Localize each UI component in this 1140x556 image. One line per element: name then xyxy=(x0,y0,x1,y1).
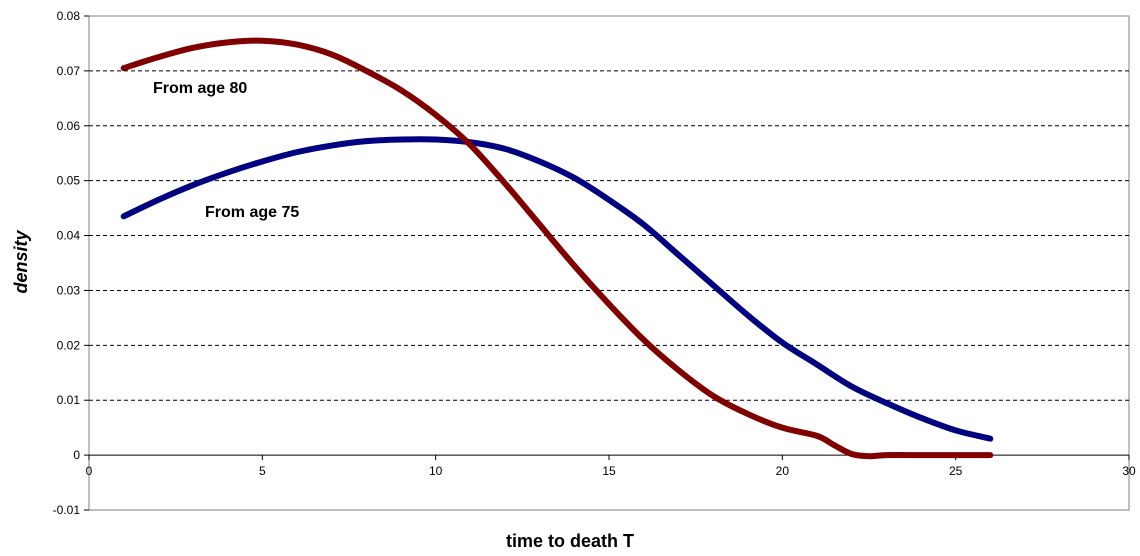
y-tick-label: 0.03 xyxy=(57,283,81,297)
y-tick-labels: -0.01 0 0.01 0.02 0.03 0.04 0.05 0.06 0.07 0.08 xyxy=(53,9,81,517)
x-tick-labels: 0 5 10 15 20 25 30 xyxy=(86,464,1136,478)
x-tick-label: 20 xyxy=(776,464,790,478)
series-label-age-80: From age 80 xyxy=(153,80,247,97)
y-tick-label: 0 xyxy=(73,448,80,462)
x-tick-label: 0 xyxy=(86,464,93,478)
series-lines xyxy=(120,37,994,460)
x-tick-label: 10 xyxy=(429,464,443,478)
series-label-age-75: From age 75 xyxy=(205,204,299,221)
y-tick-label: -0.01 xyxy=(53,503,81,517)
series-line-0 xyxy=(120,136,994,442)
y-tick-label: 0.02 xyxy=(57,338,81,352)
x-tick-label: 5 xyxy=(259,464,266,478)
x-axis-title: time to death T xyxy=(506,531,634,551)
x-tick-label: 25 xyxy=(949,464,963,478)
gridlines xyxy=(89,70,1129,401)
series-line-1 xyxy=(120,37,994,460)
y-tick-label: 0.01 xyxy=(57,393,81,407)
y-axis-title: density xyxy=(11,230,31,294)
y-tick-label: 0.07 xyxy=(57,64,81,78)
x-tick-label: 15 xyxy=(602,464,616,478)
y-tick-label: 0.06 xyxy=(57,119,81,133)
x-tick-label: 30 xyxy=(1122,464,1136,478)
y-tick-label: 0.08 xyxy=(57,9,81,23)
y-tick-label: 0.05 xyxy=(57,174,81,188)
y-tick-label: 0.04 xyxy=(57,229,81,243)
